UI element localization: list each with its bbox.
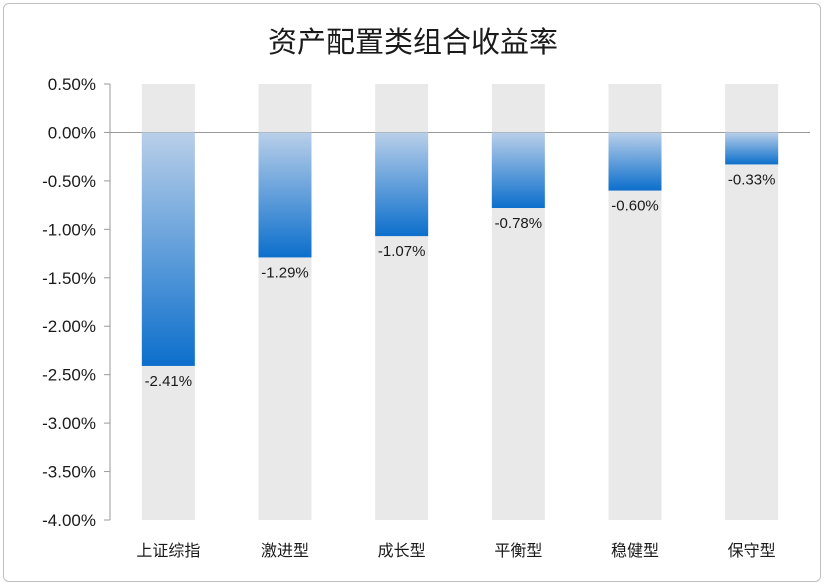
- background-tracks: [141, 84, 779, 520]
- x-tick-label: 保守型: [728, 541, 776, 560]
- y-tick-label: -2.50%: [42, 366, 96, 385]
- x-tick-label: 稳健型: [611, 541, 659, 560]
- x-tick-label: 平衡型: [494, 541, 542, 560]
- bar: [141, 132, 195, 366]
- y-tick-label: -2.00%: [42, 317, 96, 336]
- data-label: -0.33%: [728, 171, 776, 188]
- data-label: -0.78%: [495, 215, 543, 232]
- x-tick-label: 激进型: [261, 541, 309, 560]
- data-label: -1.29%: [261, 264, 309, 281]
- y-axis: 0.50% 0.00% -0.50% -1.00% -1.50% -2.00% -2.50%…: [42, 75, 810, 530]
- y-tick-label: -3.00%: [42, 414, 96, 433]
- y-tick-label: -1.50%: [42, 269, 96, 288]
- bar: [491, 132, 545, 209]
- bar: [608, 132, 662, 191]
- y-tick-label: 0.00%: [48, 123, 96, 142]
- y-tick-label: -1.00%: [42, 220, 96, 239]
- bar: [375, 132, 429, 237]
- x-tick-label: 成长型: [378, 541, 426, 560]
- data-labels: -2.41% -1.29% -1.07% -0.78% -0.60% -0.33%: [145, 171, 776, 390]
- y-tick-label: -4.00%: [42, 511, 96, 530]
- x-tick-labels: 上证综指 激进型 成长型 平衡型 稳健型 保守型: [136, 541, 775, 560]
- data-label: -2.41%: [145, 373, 193, 390]
- x-tick-label: 上证综指: [136, 541, 200, 560]
- y-tick-label: -0.50%: [42, 172, 96, 191]
- data-label: -0.60%: [611, 198, 659, 215]
- chart-title: 资产配置类组合收益率: [268, 25, 558, 59]
- bar: [725, 132, 779, 165]
- y-tick-label: -3.50%: [42, 463, 96, 482]
- bar: [258, 132, 312, 258]
- y-tick-label: 0.50%: [48, 75, 96, 94]
- bars: [141, 132, 779, 366]
- data-label: -1.07%: [378, 243, 426, 260]
